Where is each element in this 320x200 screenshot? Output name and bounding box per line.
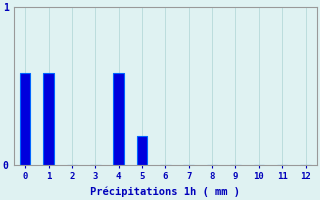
- Bar: [137, 136, 147, 165]
- Bar: [20, 73, 30, 165]
- Bar: [43, 73, 54, 165]
- X-axis label: Précipitations 1h ( mm ): Précipitations 1h ( mm ): [90, 187, 240, 197]
- Bar: [113, 73, 124, 165]
